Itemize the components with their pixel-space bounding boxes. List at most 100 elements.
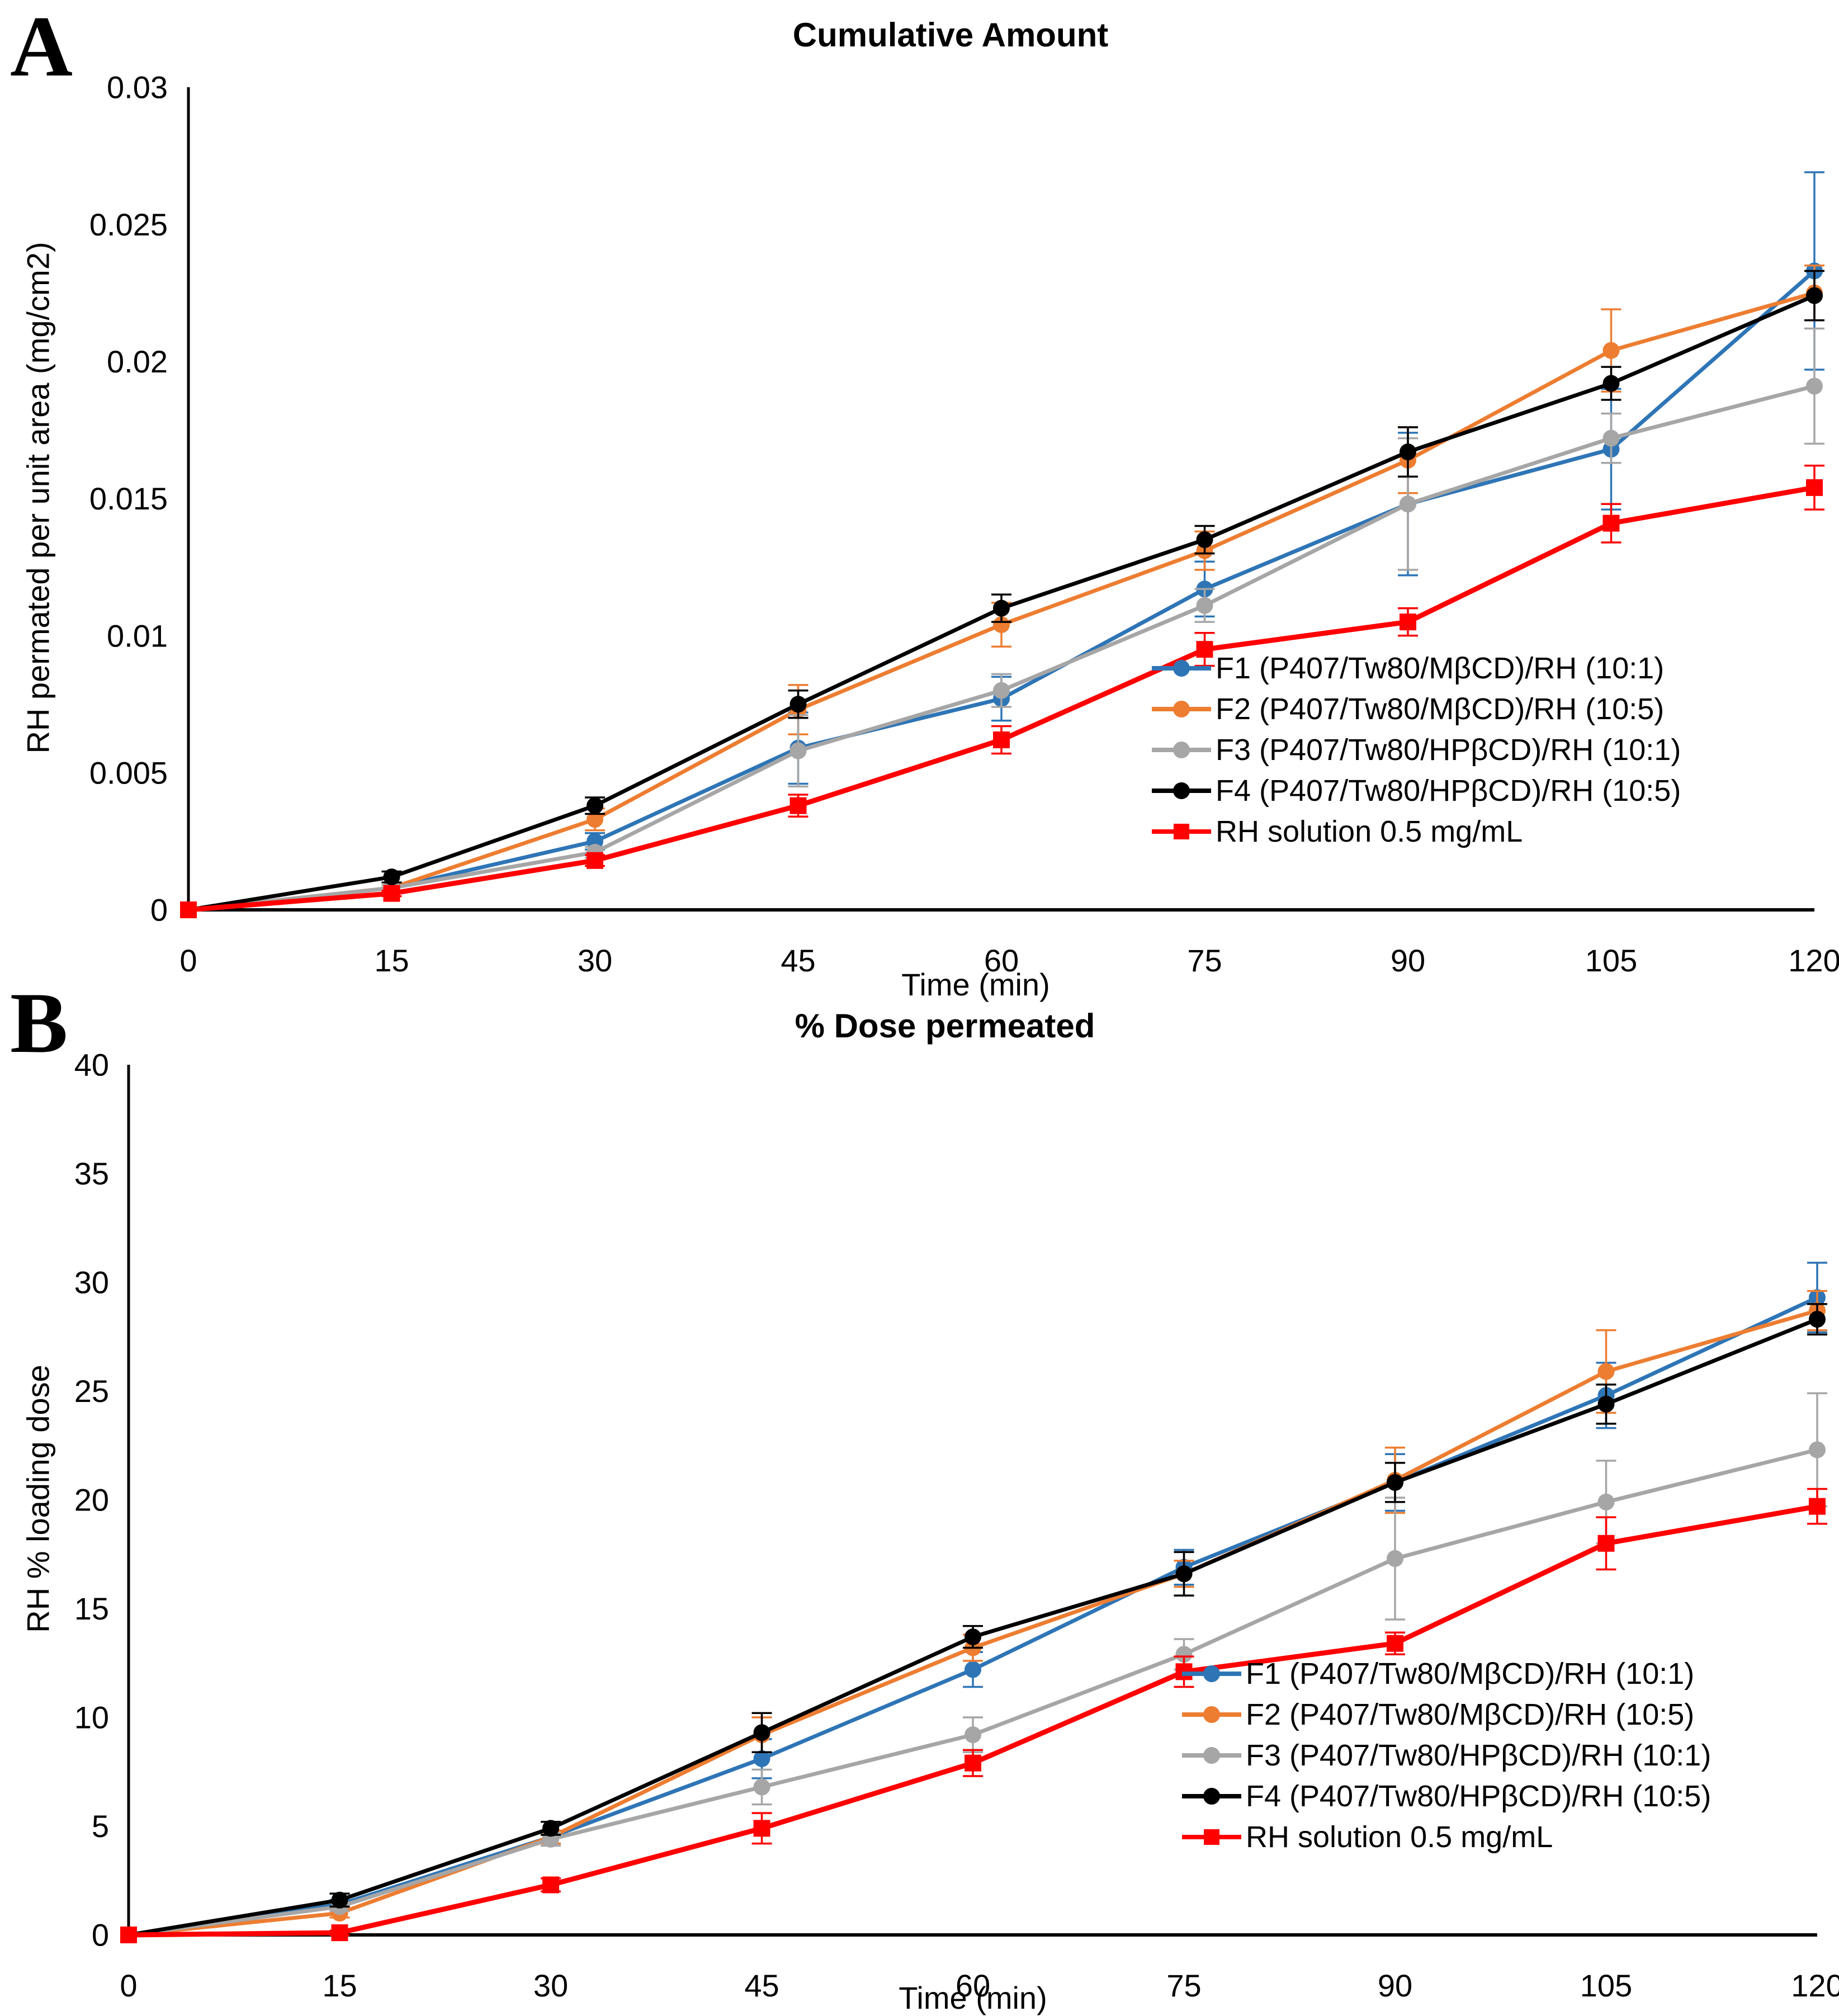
data-point-marker xyxy=(965,1628,981,1646)
data-point-marker xyxy=(383,885,400,902)
data-point-marker xyxy=(1597,1395,1615,1413)
data-point-marker xyxy=(790,696,807,713)
data-point-marker xyxy=(1809,1311,1826,1328)
data-point-marker xyxy=(1196,531,1213,549)
data-point-marker xyxy=(1602,514,1620,532)
data-point-marker xyxy=(1196,641,1213,658)
y-tick-label: 35 xyxy=(74,1156,109,1191)
legend-item: F2 (P407/Tw80/MβCD)/RH (10:5) xyxy=(1181,1694,1711,1735)
data-point-marker xyxy=(993,731,1010,748)
data-point-marker xyxy=(965,1661,981,1678)
data-point-marker xyxy=(1806,377,1823,395)
y-tick-label: 5 xyxy=(92,1809,109,1844)
legend-label: F1 (P407/Tw80/MβCD)/RH (10:1) xyxy=(1246,1656,1695,1691)
x-tick-label: 60 xyxy=(956,1968,990,2003)
data-point-marker xyxy=(790,742,807,759)
data-point-marker xyxy=(1387,1550,1403,1568)
x-tick-label: 120 xyxy=(1788,943,1839,978)
x-tick-label: 15 xyxy=(374,943,409,978)
x-tick-label: 30 xyxy=(578,943,612,978)
panel-a-y-tick-labels: 0 0.005 0.01 0.015 0.02 0.025 0.03 xyxy=(89,70,168,928)
x-tick-label: 45 xyxy=(744,1968,779,2003)
legend-marker-icon xyxy=(1182,1746,1241,1764)
data-point-marker xyxy=(753,1778,770,1796)
legend-item: F1 (P407/Tw80/MβCD)/RH (10:1) xyxy=(1181,1653,1711,1694)
data-point-marker xyxy=(331,1891,348,1909)
legend-marker-icon xyxy=(1182,1665,1241,1682)
x-tick-label: 15 xyxy=(322,1968,357,2003)
data-point-marker xyxy=(1387,1635,1403,1652)
legend-label: RH solution 0.5 mg/mL xyxy=(1246,1820,1553,1854)
data-point-marker xyxy=(1175,1646,1193,1663)
panel-a-series-2 xyxy=(180,327,1824,918)
legend-label: F1 (P407/Tw80/MβCD)/RH (10:1) xyxy=(1216,651,1665,685)
panel-b-title: % Dose permeated xyxy=(795,1007,1095,1045)
data-point-marker xyxy=(180,901,197,918)
data-point-marker xyxy=(587,797,603,814)
panel-a-title: Cumulative Amount xyxy=(792,16,1109,54)
data-point-marker xyxy=(1597,1493,1615,1510)
legend-label: F3 (P407/Tw80/HPβCD)/RH (10:1) xyxy=(1216,733,1681,767)
y-tick-label: 0.02 xyxy=(107,344,168,379)
legend-marker-icon xyxy=(1152,782,1211,799)
data-point-marker xyxy=(1597,1363,1615,1380)
x-tick-label: 90 xyxy=(1378,1968,1412,2003)
panel-b-x-axis-title: Time (min) xyxy=(899,1980,1047,2015)
data-point-marker xyxy=(790,797,807,814)
data-point-marker xyxy=(753,1820,770,1837)
panel-b-plot: 0 5 10 15 20 25 30 35 40 0 15 30 45 60 75 90 105 120 xyxy=(74,1047,1839,2003)
legend-item: F3 (P407/Tw80/HPβCD)/RH (10:1) xyxy=(1151,729,1681,770)
panel-b-legend: F1 (P407/Tw80/MβCD)/RH (10:1) F2 (P407/Tw… xyxy=(1181,1653,1711,1857)
data-point-marker xyxy=(965,1754,981,1772)
data-point-marker xyxy=(542,1820,559,1837)
data-point-marker xyxy=(542,1876,559,1894)
panel-b-axes xyxy=(127,1065,1817,1937)
data-point-marker xyxy=(1806,479,1823,496)
y-tick-label: 15 xyxy=(74,1591,109,1626)
panel-b-series-3 xyxy=(120,1303,1827,1943)
data-point-marker xyxy=(1175,1565,1193,1583)
legend-marker-icon xyxy=(1152,823,1211,839)
x-tick-label: 45 xyxy=(781,943,815,978)
panel-a-legend: F1 (P407/Tw80/MβCD)/RH (10:1) F2 (P407/Tw… xyxy=(1151,648,1681,852)
y-tick-label: 0.01 xyxy=(107,618,168,653)
legend-marker-icon xyxy=(1152,700,1211,717)
legend-item: F2 (P407/Tw80/MβCD)/RH (10:5) xyxy=(1151,688,1681,729)
data-point-marker xyxy=(587,852,603,869)
legend-item: F4 (P407/Tw80/HPβCD)/RH (10:5) xyxy=(1151,770,1681,811)
y-tick-label: 20 xyxy=(74,1483,109,1518)
data-point-marker xyxy=(1597,1535,1615,1552)
x-tick-label: 120 xyxy=(1791,1968,1839,2003)
data-point-marker xyxy=(587,811,603,828)
panel-b-y-tick-labels: 0 5 10 15 20 25 30 35 40 xyxy=(74,1047,109,1953)
panel-a-axes xyxy=(187,87,1814,912)
panel-b-y-axis-title: RH % loading dose xyxy=(20,1365,56,1633)
legend-label: RH solution 0.5 mg/mL xyxy=(1216,814,1523,848)
x-tick-label: 60 xyxy=(984,943,1019,978)
legend-item: F4 (P407/Tw80/HPβCD)/RH (10:5) xyxy=(1181,1776,1711,1816)
data-point-marker xyxy=(993,682,1010,699)
data-point-marker xyxy=(331,1924,348,1942)
x-tick-label: 90 xyxy=(1391,943,1425,978)
x-tick-label: 0 xyxy=(120,1968,137,2003)
legend-label: F3 (P407/Tw80/HPβCD)/RH (10:1) xyxy=(1246,1738,1712,1772)
x-tick-label: 30 xyxy=(533,1968,568,2003)
data-point-marker xyxy=(1400,613,1416,631)
y-tick-label: 25 xyxy=(74,1373,109,1409)
data-point-marker xyxy=(1602,429,1620,447)
y-tick-label: 0.005 xyxy=(89,755,168,790)
y-tick-label: 40 xyxy=(74,1047,109,1083)
legend-item: F3 (P407/Tw80/HPβCD)/RH (10:1) xyxy=(1181,1735,1711,1776)
y-tick-label: 0.03 xyxy=(107,70,168,105)
x-tick-label: 105 xyxy=(1580,1968,1632,2003)
y-tick-label: 0 xyxy=(150,893,168,928)
data-point-marker xyxy=(1602,375,1620,392)
x-tick-label: 0 xyxy=(179,943,197,978)
y-tick-label: 30 xyxy=(74,1265,109,1300)
legend-marker-icon xyxy=(1152,659,1211,677)
legend-item: F1 (P407/Tw80/MβCD)/RH (10:1) xyxy=(1151,648,1681,688)
panel-a-x-axis-title: Time (min) xyxy=(901,967,1050,1002)
x-tick-label: 75 xyxy=(1187,943,1222,978)
